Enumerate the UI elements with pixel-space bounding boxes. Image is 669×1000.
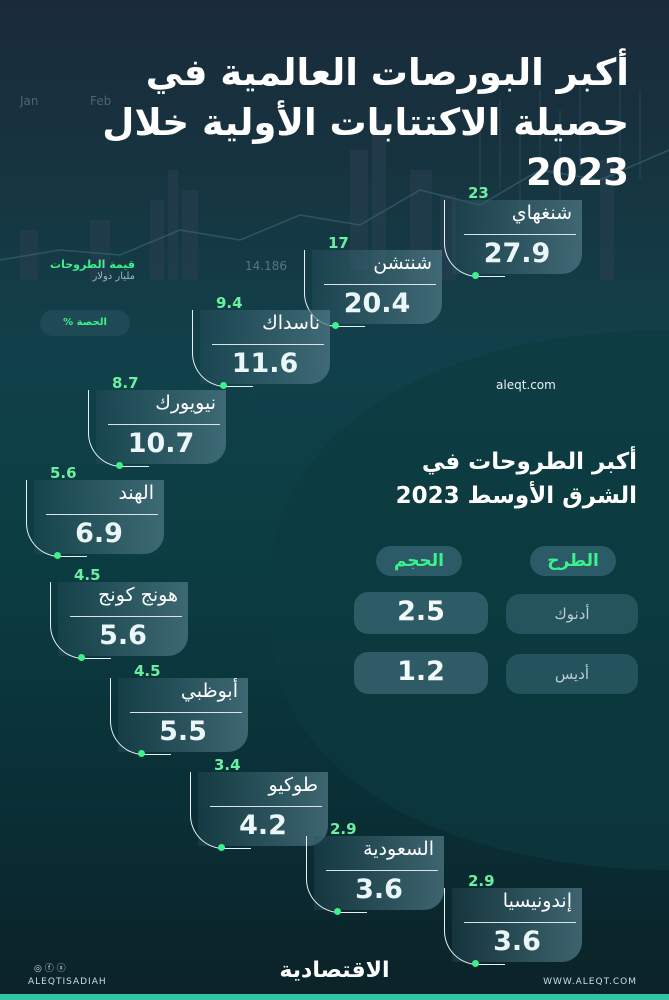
card-dot [218, 844, 225, 851]
exchange-card-saudi: 2.9 السعودية 3.6 [306, 820, 444, 915]
card-dot [220, 382, 227, 389]
legend-share-pill: الحصة % [40, 310, 130, 336]
legend-value-unit: مليار دولار [92, 271, 135, 282]
offering-cell: أدنوك [506, 594, 638, 634]
exchange-card-newyork: 8.7 نيويورك 10.7 [88, 374, 226, 469]
legend-value-label: قيمة الطروحات [50, 258, 135, 271]
footer: ◎ ⓕ ⓧ ALEQTISADIAH الاقتصادية WWW.ALEQT.… [0, 950, 669, 1000]
offering-value: 20.4 [343, 288, 411, 319]
exchange-name: ناسداك [262, 312, 320, 334]
share-value: 17 [328, 234, 349, 252]
share-value: 8.7 [112, 374, 139, 392]
svg-text:Jan: Jan [19, 94, 39, 108]
offering-value: 6.9 [75, 518, 123, 549]
share-value: 5.6 [50, 464, 77, 482]
offering-value: 11.6 [231, 348, 299, 379]
offering-value: 5.6 [99, 620, 147, 651]
size-cell: 2.5 [354, 592, 488, 634]
col-offering-header: الطرح [530, 546, 616, 576]
card-dot [54, 552, 61, 559]
share-value: 9.4 [216, 294, 243, 312]
exchange-card-shenzhen: 17 شنتشن 20.4 [304, 234, 442, 329]
exchange-card-tokyo: 3.4 طوكيو 4.2 [190, 756, 328, 851]
share-value: 23 [468, 184, 489, 202]
footer-strip [0, 994, 669, 1000]
exchange-card-hongkong: 4.5 هونج كونج 5.6 [50, 566, 188, 661]
exchange-name: السعودية [363, 838, 434, 860]
card-dot [138, 750, 145, 757]
exchange-card-abudhabi: 4.5 أبوظبي 5.5 [110, 662, 248, 757]
card-dot [116, 462, 123, 469]
offering-value: 3.6 [493, 926, 541, 957]
social-handle: ALEQTISADIAH [28, 977, 107, 987]
watermark: aleqt.com [496, 378, 556, 392]
exchange-name: أبوظبي [180, 680, 238, 702]
share-value: 2.9 [330, 820, 357, 838]
exchange-name: نيويورك [155, 392, 216, 414]
offering-value: 3.6 [355, 874, 403, 905]
legend-value: قيمة الطروحات مليار دولار [30, 258, 135, 282]
share-value: 4.5 [74, 566, 101, 584]
offering-value: 5.5 [159, 716, 207, 747]
exchange-card-shanghai: 23 شنغهاي 27.9 [444, 184, 582, 279]
share-value: 4.5 [134, 662, 161, 680]
offering-value: 4.2 [239, 810, 287, 841]
exchange-name: هونج كونج [98, 584, 178, 606]
site-url: WWW.ALEQT.COM [543, 977, 637, 987]
exchange-name: شنغهاي [511, 202, 572, 224]
offering-value: 27.9 [483, 238, 551, 269]
share-value: 3.4 [214, 756, 241, 774]
exchange-name: إندونيسيا [502, 890, 572, 912]
exchange-name: طوكيو [268, 774, 318, 796]
svg-text:Feb: Feb [90, 94, 111, 108]
offering-value: 10.7 [127, 428, 195, 459]
col-size-header: الحجم [376, 546, 462, 576]
card-dot [78, 654, 85, 661]
card-dot [334, 908, 341, 915]
middle-east-title: أكبر الطروحات في الشرق الأوسط 2023 [395, 449, 637, 509]
brand-logo: الاقتصادية [279, 958, 390, 983]
exchange-name: الهند [118, 482, 154, 504]
exchange-card-nasdaq: 9.4 ناسداك 11.6 [192, 294, 330, 389]
card-dot [472, 960, 479, 967]
exchange-name: شنتشن [373, 252, 432, 274]
size-cell: 1.2 [354, 652, 488, 694]
card-dot [472, 272, 479, 279]
exchange-card-indonesia: 2.9 إندونيسيا 3.6 [444, 872, 582, 967]
card-dot [332, 322, 339, 329]
social-icons: ◎ ⓕ ⓧ [34, 964, 66, 974]
offering-cell: أديس [506, 654, 638, 694]
share-value: 2.9 [468, 872, 495, 890]
exchange-card-india: 5.6 الهند 6.9 [26, 464, 164, 559]
page-title: أكبر البورصات العالمية في حصيلة الاكتتاب… [102, 51, 629, 194]
svg-text:14.186: 14.186 [245, 259, 287, 273]
